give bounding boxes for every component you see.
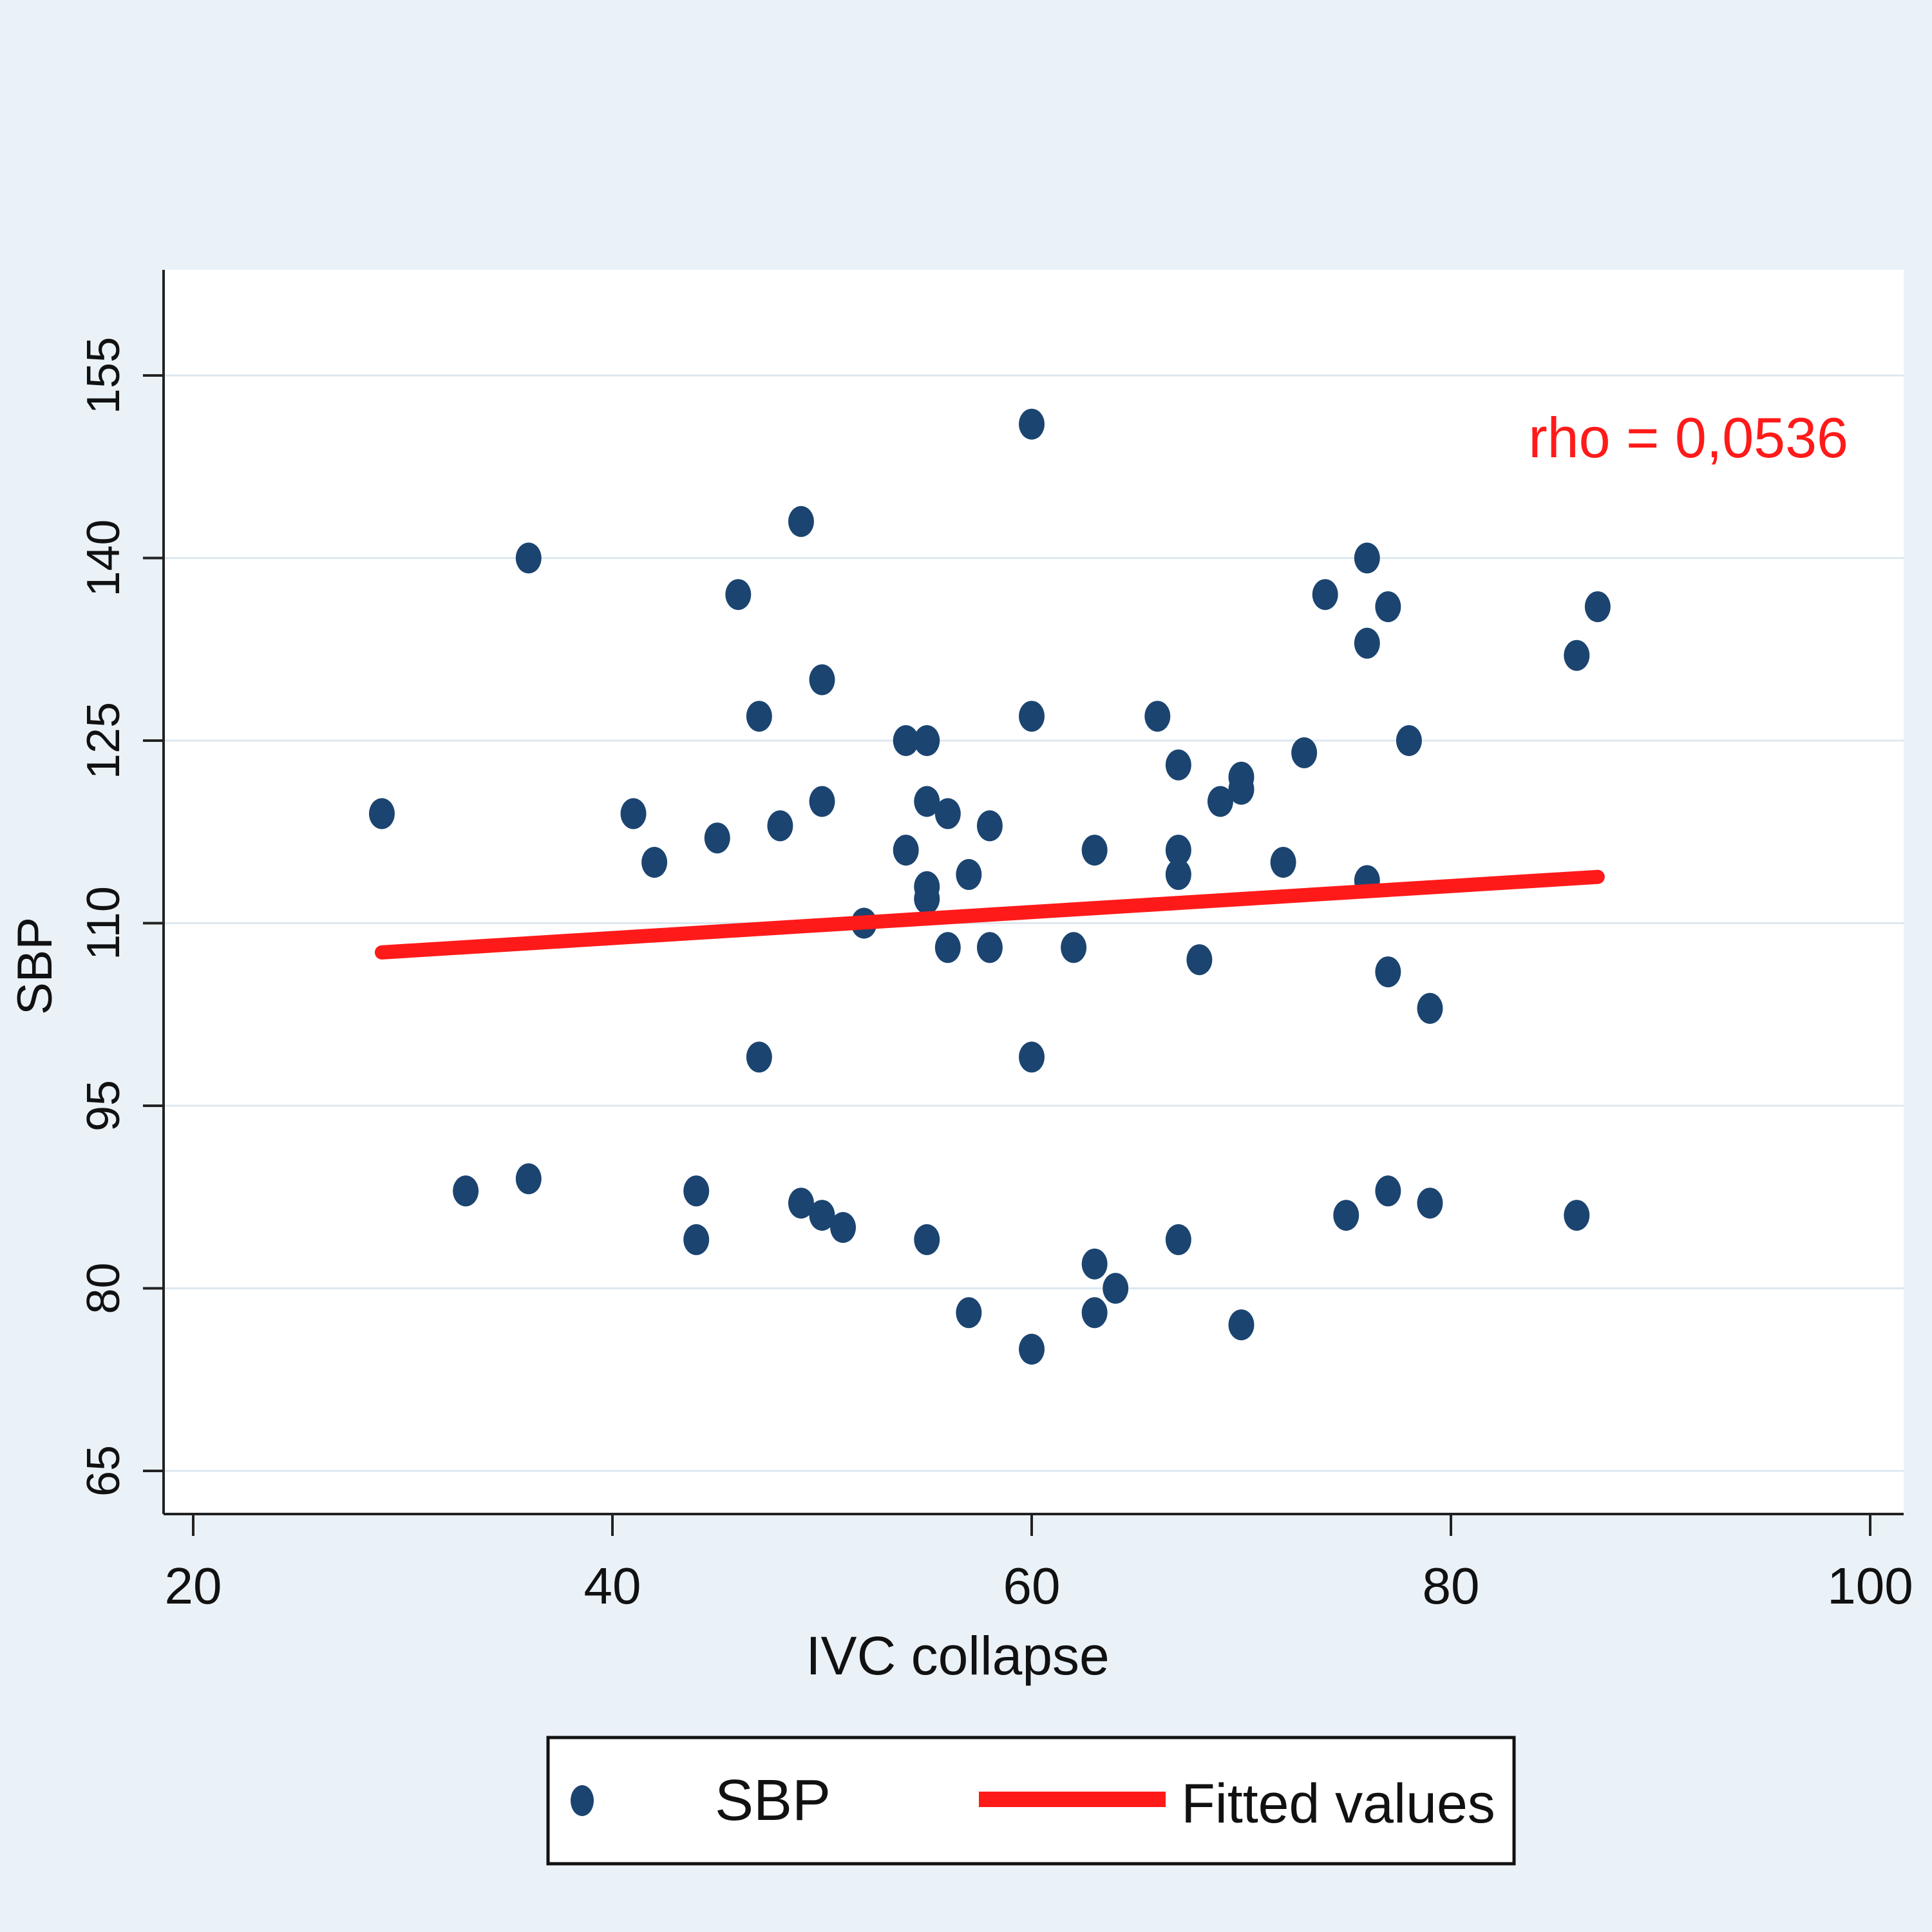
data-point	[914, 786, 940, 817]
data-point	[1312, 579, 1338, 611]
x-axis-label: IVC collapse	[806, 1625, 1110, 1686]
data-point	[683, 1175, 710, 1207]
y-tick-label: 110	[78, 886, 129, 960]
data-point	[1165, 749, 1191, 781]
fitted-line	[374, 869, 1605, 960]
data-point	[704, 822, 730, 854]
data-point	[788, 506, 814, 537]
data-point	[1019, 701, 1045, 732]
data-point	[1564, 1200, 1590, 1231]
data-point	[1186, 944, 1213, 976]
data-point	[1564, 639, 1590, 671]
data-point	[893, 725, 919, 756]
data-point	[1228, 773, 1255, 805]
data-point	[368, 798, 395, 829]
data-point	[641, 847, 668, 878]
data-point	[1354, 627, 1380, 659]
data-point	[746, 701, 772, 732]
data-point	[515, 1163, 542, 1195]
plot-area	[164, 270, 1904, 1514]
y-tick-label: 80	[78, 1262, 129, 1314]
data-point	[1081, 835, 1108, 866]
data-point	[1081, 1297, 1108, 1329]
y-tick-label: 95	[78, 1080, 129, 1132]
data-point	[515, 542, 542, 574]
y-tick-label: 65	[78, 1445, 129, 1497]
data-point	[1417, 992, 1443, 1024]
data-point	[788, 1188, 814, 1219]
data-point	[1375, 956, 1401, 988]
x-tick-label: 40	[584, 1557, 641, 1615]
rho-annotation: rho = 0,0536	[1528, 406, 1848, 469]
data-point	[956, 1297, 982, 1329]
legend-marker-sbp	[571, 1785, 594, 1816]
data-point	[1291, 737, 1318, 768]
y-tick-label: 140	[78, 519, 129, 596]
y-tick-label: 125	[78, 702, 129, 779]
data-point	[725, 579, 752, 611]
data-point	[830, 1212, 857, 1243]
data-point	[914, 883, 940, 914]
data-point	[1228, 1309, 1255, 1341]
y-tick-label: 155	[78, 337, 129, 414]
x-tick-label: 20	[165, 1557, 222, 1615]
data-point	[746, 1041, 772, 1073]
data-point	[683, 1224, 710, 1255]
data-point	[1207, 786, 1233, 817]
x-tick-label: 100	[1827, 1557, 1913, 1615]
data-point	[1333, 1200, 1359, 1231]
data-point	[1144, 701, 1171, 732]
data-point	[1417, 1188, 1443, 1219]
data-point	[893, 835, 919, 866]
data-point	[976, 932, 1003, 963]
data-point	[809, 1200, 835, 1231]
x-tick-label: 80	[1423, 1557, 1480, 1615]
legend-label-sbp: SBP	[715, 1768, 831, 1833]
legend-label-fitted: Fitted values	[1181, 1773, 1495, 1835]
data-point	[1061, 932, 1087, 963]
data-point	[1165, 835, 1191, 866]
data-point	[1165, 858, 1191, 890]
data-point	[1270, 847, 1296, 878]
legend: SBP Fitted values	[546, 1736, 1516, 1866]
data-point	[620, 798, 647, 829]
data-point	[1019, 1334, 1045, 1365]
data-point	[956, 858, 982, 890]
data-point	[453, 1175, 479, 1207]
y-axis-label: SBP	[8, 917, 62, 1015]
data-point	[976, 810, 1003, 842]
x-tick-label: 60	[1003, 1557, 1061, 1615]
data-point	[1165, 1224, 1191, 1255]
data-point	[1396, 725, 1422, 756]
data-point	[1019, 408, 1045, 440]
data-point	[1375, 591, 1401, 623]
data-point	[914, 1224, 940, 1255]
data-point	[1103, 1273, 1129, 1304]
data-point	[809, 664, 835, 696]
data-point	[1081, 1248, 1108, 1280]
data-point	[1019, 1041, 1045, 1073]
data-point	[767, 810, 793, 842]
data-point	[934, 932, 961, 963]
data-point	[1584, 591, 1611, 623]
data-point	[1375, 1175, 1401, 1207]
data-point	[809, 786, 835, 817]
data-point	[1354, 542, 1380, 574]
data-point	[914, 725, 940, 756]
data-point	[934, 798, 961, 829]
